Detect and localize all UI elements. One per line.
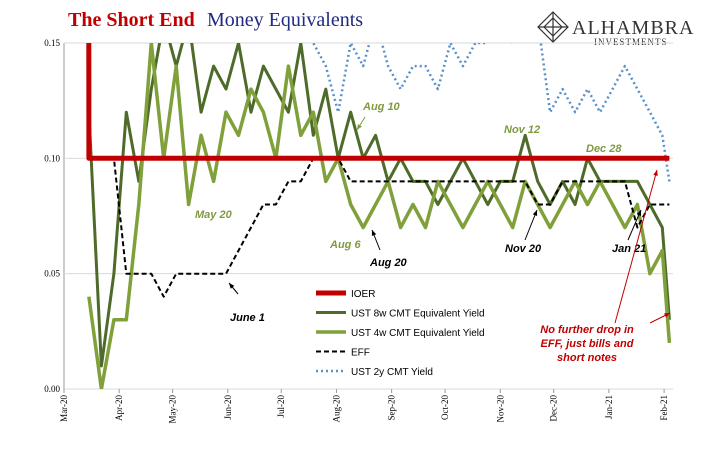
legend-label: UST 4w CMT Equivalent Yield (351, 328, 485, 339)
x-tick-label: Mar-20 (59, 395, 69, 422)
legend-label: UST 2y CMT Yield (351, 367, 433, 378)
arrow-head (371, 230, 377, 236)
arrow-head (357, 124, 362, 130)
x-tick-label: Jul-20 (276, 395, 286, 418)
annotation: No further drop in (540, 324, 634, 336)
logo-sub: INVESTMENTS (594, 37, 668, 47)
annotation: Jan 21 (612, 243, 646, 255)
legend-label: IOER (351, 289, 375, 300)
annotation: Aug 6 (329, 239, 361, 251)
x-tick-label: Oct-20 (440, 395, 450, 420)
annotation: EFF, just bills and (541, 338, 634, 350)
x-tick-label: Jun-20 (223, 395, 233, 420)
arrow-head (636, 210, 641, 216)
legend-label: UST 8w CMT Equivalent Yield (351, 309, 485, 320)
logo (537, 11, 569, 43)
x-tick-label: Sep-20 (387, 395, 397, 421)
x-tick-label: Apr-20 (114, 395, 124, 421)
arrow-head (653, 170, 658, 176)
arrow-head (532, 210, 538, 216)
legend-label: EFF (351, 348, 370, 359)
annotation: Dec 28 (586, 143, 622, 155)
chart-title: Money Equivalents (207, 9, 363, 31)
arrow-head (229, 283, 235, 289)
annotation: short notes (557, 352, 617, 364)
x-tick-label: Aug-20 (331, 395, 341, 423)
series-line (87, 43, 672, 389)
x-tick-label: May-20 (168, 395, 178, 424)
annotation: Aug 10 (362, 101, 401, 113)
y-tick-label: 0.05 (44, 269, 60, 279)
annotation: Nov 12 (504, 124, 540, 136)
x-tick-label: Dec-20 (549, 395, 559, 422)
series-line (87, 43, 670, 298)
series-line (311, 43, 671, 182)
chart-title: The Short End (68, 9, 195, 31)
annotation-arrow (614, 169, 658, 324)
y-tick-label: 0.15 (44, 38, 60, 48)
annotation: Nov 20 (505, 243, 542, 255)
x-tick-label: Nov-20 (495, 395, 505, 423)
logo-name: ALHAMBRA (572, 17, 694, 39)
arrow-head (664, 313, 670, 318)
y-tick-label: 0.00 (44, 384, 60, 394)
x-tick-label: Jan-21 (604, 395, 614, 419)
annotation: May 20 (195, 209, 233, 221)
annotation: June 1 (230, 312, 265, 324)
y-tick-label: 0.10 (44, 153, 60, 163)
series-line (86, 43, 670, 161)
annotation: Aug 20 (369, 257, 408, 269)
plot-area (86, 43, 672, 389)
x-tick-label: Feb-21 (659, 395, 669, 421)
